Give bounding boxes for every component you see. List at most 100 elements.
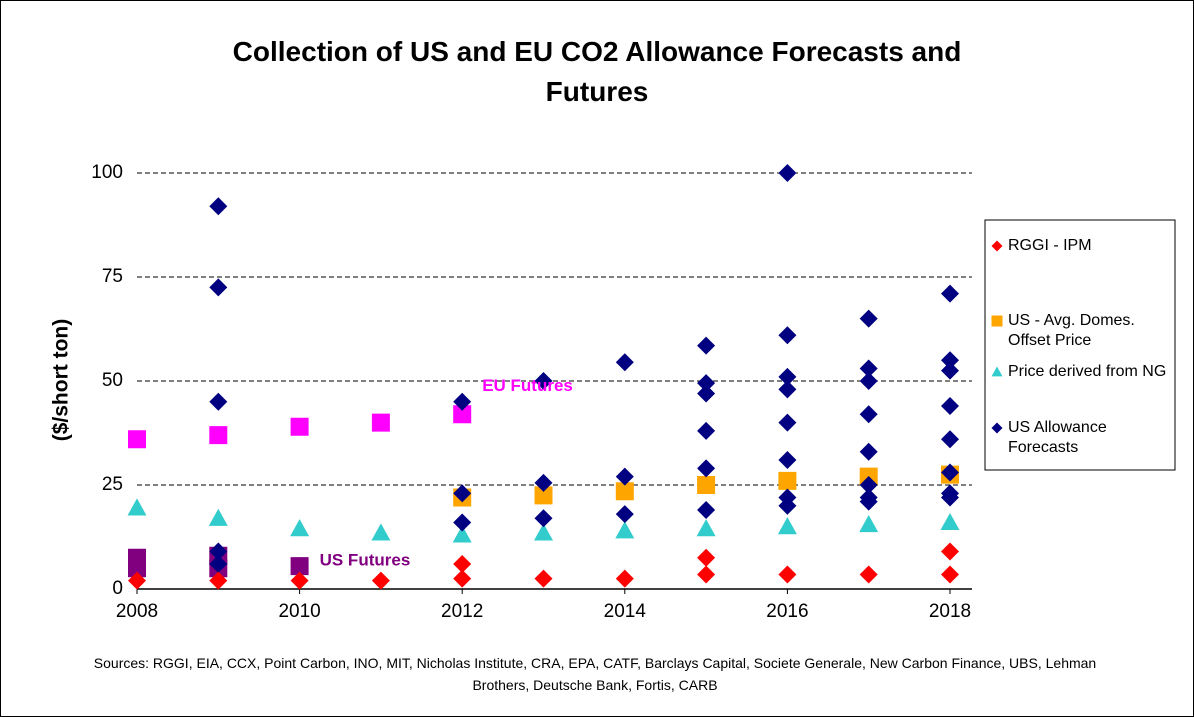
data-point [697,565,716,584]
data-point [778,471,797,490]
data-point [697,336,716,355]
data-point [371,523,391,541]
y-tick-label: 100 [91,162,123,183]
data-point [453,569,472,588]
data-point [697,500,716,519]
data-point [941,488,959,507]
data-point [209,571,228,590]
data-point [615,505,634,524]
data-point [859,476,878,494]
data-point [697,548,716,567]
chart-title: Collection of US and EU CO2 Allowance Fo… [232,36,962,107]
data-point [941,284,959,303]
data-point [859,565,878,584]
legend-label: US - Avg. Domes. Offset Price [1008,312,1135,349]
data-point [941,542,959,561]
data-point [452,525,472,543]
y-tick-label: 50 [102,370,123,391]
data-point [128,571,146,590]
data-point [290,557,309,576]
x-tick-label: 2016 [766,601,808,622]
legend-marker [991,315,1003,327]
source-note: Sources: RGGI, EIA, CCX, Point Carbon, I… [93,655,1097,693]
data-point [778,326,797,345]
data-point [940,512,960,531]
legend-marker [991,422,1003,434]
y-tick-label: 75 [102,266,123,287]
data-point [290,571,309,590]
data-point [941,430,959,449]
data-point [941,463,959,482]
data-point [941,565,959,584]
data-point [859,515,879,533]
data-point [615,569,634,588]
data-point [778,413,797,432]
data-point [534,523,553,541]
legend-box [984,219,1176,471]
legend-label: US Allowance Forecasts [1008,419,1107,456]
data-point [209,542,228,561]
legend-marker [991,240,1003,252]
data-point [127,498,147,516]
data-point [534,473,553,492]
data-point [941,396,959,415]
data-point [209,426,228,445]
series-annotation: US Futures [320,551,411,570]
data-point [128,430,146,449]
legend-marker [991,366,1003,377]
data-point [534,509,553,528]
data-point [453,484,472,503]
data-point [778,164,797,182]
y-tick-label: 25 [102,474,123,495]
data-point [534,569,553,588]
data-point [453,392,472,411]
x-tick-label: 2012 [441,601,483,622]
data-point [697,421,716,440]
data-point [859,492,878,511]
data-point [453,405,472,424]
data-point [534,372,553,390]
data-point [208,508,228,526]
data-point [371,413,390,432]
data-point [209,197,228,216]
data-point [778,565,797,584]
data-point [615,521,635,539]
data-point [290,519,310,537]
data-point [859,372,878,390]
data-point [534,486,553,505]
legend-label: RGGI - IPM [1008,237,1092,254]
y-axis-label: ($/short ton) [50,319,73,441]
data-point [453,555,472,574]
y-tick-label: 0 [112,578,123,599]
data-point [859,442,878,461]
x-tick-label: 2018 [929,601,971,622]
data-point [697,476,716,494]
data-point [941,361,959,380]
data-point [778,380,797,399]
data-point [209,555,228,574]
data-point [859,405,878,424]
data-point [209,392,228,411]
data-point [615,353,634,372]
data-point [859,309,878,328]
data-point [697,384,716,403]
data-point [696,519,716,537]
data-point [128,559,146,578]
data-point [778,367,797,386]
data-point [697,459,716,478]
data-point [777,517,797,535]
data-point [290,417,309,436]
x-tick-label: 2014 [604,601,647,622]
legend-label: Price derived from NG [1008,363,1167,380]
x-tick-label: 2008 [116,601,158,622]
data-point [371,571,390,590]
data-point [778,451,797,470]
data-point [209,278,228,297]
series-annotation: EU Futures [482,376,573,395]
data-point [615,482,634,501]
data-point [453,513,472,532]
data-point [941,351,959,370]
x-tick-label: 2010 [278,601,320,622]
